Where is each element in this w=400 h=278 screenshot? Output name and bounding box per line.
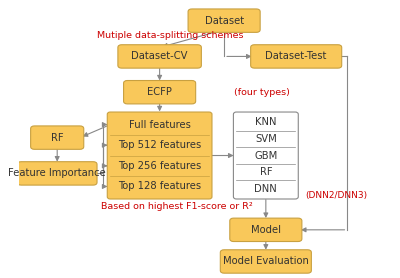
Text: Based on highest F1-score or R²: Based on highest F1-score or R²: [101, 202, 252, 211]
Text: SVM: SVM: [255, 134, 277, 144]
FancyBboxPatch shape: [230, 218, 302, 242]
Text: Top 256 features: Top 256 features: [118, 161, 201, 171]
Text: DNN: DNN: [254, 183, 277, 193]
Text: RF: RF: [260, 167, 272, 177]
Text: Dataset-CV: Dataset-CV: [131, 51, 188, 61]
Text: Dataset-Test: Dataset-Test: [266, 51, 327, 61]
FancyBboxPatch shape: [17, 162, 97, 185]
Text: Full features: Full features: [129, 120, 190, 130]
FancyBboxPatch shape: [107, 112, 212, 199]
Text: Feature Importance: Feature Importance: [8, 168, 106, 178]
FancyBboxPatch shape: [124, 81, 196, 104]
FancyBboxPatch shape: [188, 9, 260, 32]
Text: Top 512 features: Top 512 features: [118, 140, 201, 150]
Text: Top 128 features: Top 128 features: [118, 182, 201, 192]
FancyBboxPatch shape: [220, 250, 311, 273]
Text: Dataset: Dataset: [204, 16, 244, 26]
FancyBboxPatch shape: [234, 112, 298, 199]
Text: RF: RF: [51, 133, 64, 143]
FancyBboxPatch shape: [118, 45, 201, 68]
Text: GBM: GBM: [254, 150, 278, 160]
Text: Model: Model: [251, 225, 281, 235]
Text: KNN: KNN: [255, 118, 276, 128]
Text: (four types): (four types): [234, 88, 290, 97]
Text: ECFP: ECFP: [147, 87, 172, 97]
FancyBboxPatch shape: [251, 45, 342, 68]
Text: (DNN2/DNN3): (DNN2/DNN3): [306, 191, 368, 200]
Text: Mutiple data-splitting schemes: Mutiple data-splitting schemes: [97, 31, 244, 40]
FancyBboxPatch shape: [31, 126, 84, 149]
Text: Model Evaluation: Model Evaluation: [223, 257, 309, 267]
